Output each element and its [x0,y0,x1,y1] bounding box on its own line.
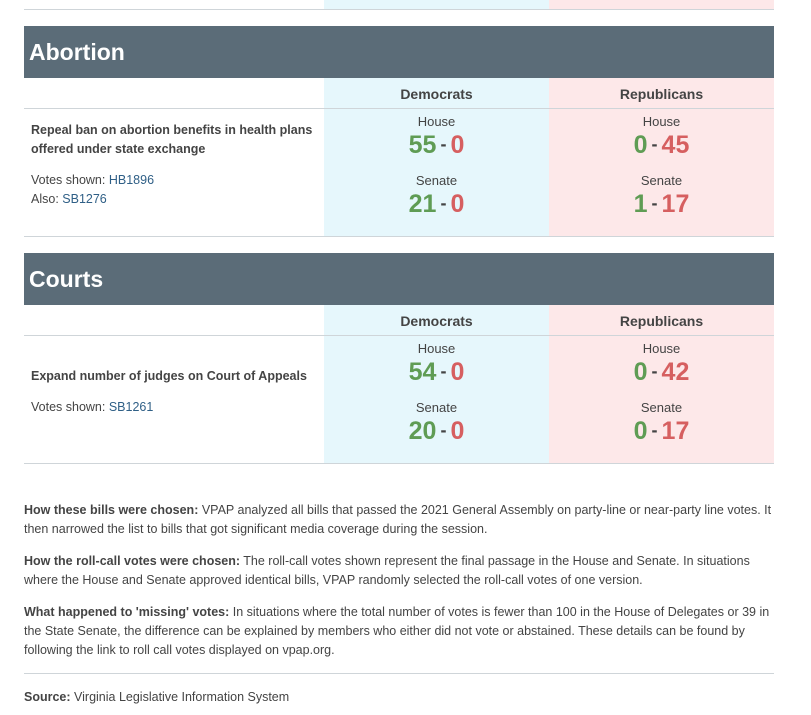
no-count: 0 [450,190,465,218]
yes-count: 54 [408,358,437,386]
yes-count: 1 [633,190,648,218]
section-abortion: Abortion Democrats Republicans Repeal ba… [24,26,774,237]
democrats-header: Democrats [324,305,549,335]
yes-count: 0 [633,358,648,386]
house-vote: House 54-0 [408,341,465,387]
bill-description: Repeal ban on abortion benefits in healt… [24,109,324,236]
yes-count: 55 [408,131,437,159]
bill-description: Expand number of judges on Court of Appe… [24,336,324,463]
republicans-votes: House 0-42 Senate 0-17 [549,336,774,463]
senate-vote: Senate 20-0 [408,400,465,446]
source-line: Source: Virginia Legislative Information… [24,690,290,704]
senate-vote: Senate 21-0 [408,173,465,219]
no-count: 42 [661,358,690,386]
page-content: Abortion Democrats Republicans Repeal ba… [24,0,774,704]
section-title: Abortion [24,26,774,78]
democrats-header: Democrats [324,78,549,108]
house-vote: House 0-42 [633,341,690,387]
no-count: 45 [661,131,690,159]
rep-column-strip [549,0,774,9]
note-bills-chosen: How these bills were chosen: VPAP analyz… [24,503,772,536]
bill-link-sb1261[interactable]: SB1261 [108,400,154,414]
also-bill: Also: SB1276 [31,192,107,206]
section-title: Courts [24,253,774,305]
bill-link-sb1276[interactable]: SB1276 [62,192,107,206]
table-header-row: Democrats Republicans [24,305,774,336]
democrats-votes: House 55-0 Senate 21-0 [324,109,549,236]
section-courts: Courts Democrats Republicans Expand numb… [24,253,774,464]
no-count: 0 [450,417,465,445]
table-header-row: Democrats Republicans [24,78,774,109]
votes-shown: Votes shown: SB1261 [31,400,154,414]
bill-link-hb1896[interactable]: HB1896 [108,173,155,187]
republicans-header: Republicans [549,78,774,108]
votes-shown: Votes shown: HB1896 [31,173,155,187]
bill-title: Expand number of judges on Court of Appe… [31,369,307,383]
yes-count: 0 [633,417,648,445]
no-count: 0 [450,131,465,159]
divider [24,673,774,674]
yes-count: 21 [408,190,437,218]
senate-vote: Senate 0-17 [633,400,690,446]
senate-vote: Senate 1-17 [633,173,690,219]
no-count: 17 [661,417,690,445]
house-vote: House 0-45 [633,114,690,160]
note-votes-chosen: How the roll-call votes were chosen: The… [24,554,750,587]
republicans-header: Republicans [549,305,774,335]
vote-row: Repeal ban on abortion benefits in healt… [24,109,774,237]
democrats-votes: House 54-0 Senate 20-0 [324,336,549,463]
methodology-notes: How these bills were chosen: VPAP analyz… [24,501,774,660]
vote-row: Expand number of judges on Court of Appe… [24,336,774,464]
yes-count: 0 [633,131,648,159]
no-count: 17 [661,190,690,218]
dem-column-strip [324,0,549,9]
yes-count: 20 [408,417,437,445]
bill-title: Repeal ban on abortion benefits in healt… [31,123,313,156]
previous-section-bottom [24,0,774,10]
no-count: 0 [450,358,465,386]
note-missing-votes: What happened to 'missing' votes: In sit… [24,605,770,657]
republicans-votes: House 0-45 Senate 1-17 [549,109,774,236]
house-vote: House 55-0 [408,114,465,160]
